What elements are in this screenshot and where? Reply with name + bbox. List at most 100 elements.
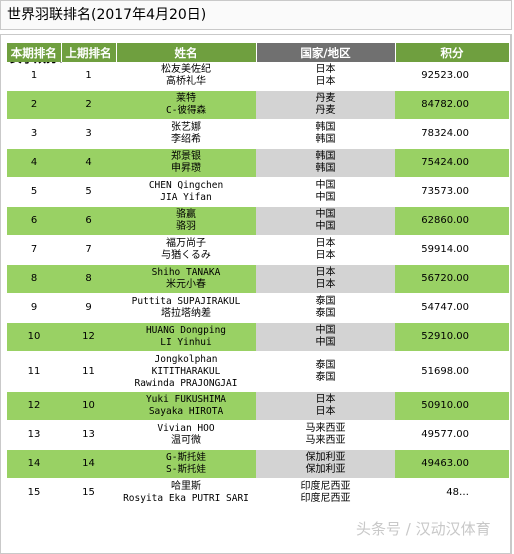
rank-previous-cell: 15 (61, 478, 116, 508)
country-name: 泰国 (315, 296, 336, 307)
player-names-cell: 哈里斯 Rosyita Eka PUTRI SARI (116, 478, 256, 508)
player-names-cell: Shiho TANAKA 米元小春 (116, 264, 256, 294)
table-row: 14 14 G-斯托娃 S-斯托娃 保加利亚 保加利亚 49463.00 (7, 449, 509, 479)
points-cell: 78324.00 (395, 119, 509, 149)
page-title: 世界羽联排名(2017年4月20日) (7, 6, 206, 24)
country-name: 日本 (315, 267, 336, 278)
country-cell: 日本 日本 (256, 264, 395, 294)
country-cell: 保加利亚 保加利亚 (256, 449, 395, 479)
points-cell: 62860.00 (395, 206, 509, 236)
rank-current-cell: 9 (7, 293, 61, 323)
country-name: 日本 (315, 250, 336, 261)
column-header-previous-rank: 上期排名 (61, 43, 117, 62)
table-row: 5 5 CHEN Qingchen JIA Yifan 中国 中国 73573.00 (7, 177, 509, 207)
rank-previous-cell: 4 (61, 148, 116, 178)
player-name: KITITHARAKUL (151, 365, 221, 377)
country-name: 中国 (315, 209, 336, 220)
country-cell: 中国 中国 (256, 177, 395, 207)
rank-current-cell: 8 (7, 264, 61, 294)
country-name: 马来西亚 (305, 435, 346, 446)
points-cell: 75424.00 (395, 148, 509, 178)
player-names-cell: CHEN Qingchen JIA Yifan (116, 177, 256, 207)
watermark: 头条号 / 汉动汉体育 (356, 520, 491, 538)
country-name: 日本 (315, 76, 336, 87)
player-names-cell: 松友美佐纪 高桥礼华 (116, 62, 256, 91)
country-name: 韩国 (315, 163, 336, 174)
country-cell: 丹麦 丹麦 (256, 90, 395, 120)
column-header-current-rank: 本期排名 (7, 43, 62, 62)
player-name: 哈里斯 (171, 481, 201, 492)
country-name: 日本 (315, 238, 336, 249)
country-cell: 中国 中国 (256, 322, 395, 352)
player-name: CHEN Qingchen (148, 180, 224, 191)
table-row: 15 15 哈里斯 Rosyita Eka PUTRI SARI 印度尼西亚 印度尼西亚 4… (7, 478, 509, 508)
rank-current-cell: 6 (7, 206, 61, 236)
points-cell: 92523.00 (395, 62, 509, 91)
country-name: 韩国 (315, 134, 336, 145)
player-names-cell: HUANG Dongping LI Yinhui (116, 322, 256, 352)
country-name: 中国 (315, 192, 336, 203)
country-cell: 韩国 韩国 (256, 119, 395, 149)
table-row: 10 12 HUANG Dongping LI Yinhui 中国 中国 52910.00 (7, 322, 509, 352)
rank-previous-cell: 2 (61, 90, 116, 120)
rank-current-cell: 1 (7, 62, 61, 91)
player-names-cell: Yuki FUKUSHIMA Sayaka HIROTA (116, 391, 256, 421)
player-names-cell: 张艺娜 李绍希 (116, 119, 256, 149)
points-cell: 52910.00 (395, 322, 509, 352)
rank-previous-cell: 8 (61, 264, 116, 294)
country-name: 泰国 (315, 359, 336, 371)
player-name: 莱特 (176, 93, 196, 104)
country-name: 马来西亚 (305, 423, 346, 434)
table-row: 11 11 Jongkolphan KITITHARAKUL Rawinda PRAJO… (7, 351, 509, 392)
country-cell: 印度尼西亚 印度尼西亚 (256, 478, 395, 508)
points-cell: 73573.00 (395, 177, 509, 207)
player-name: G-斯托娃 (166, 452, 206, 463)
rank-current-cell: 13 (7, 420, 61, 450)
table-row: 2 2 莱特 C-彼得森 丹麦 丹麦 84782.00 (7, 90, 509, 120)
column-header-name: 姓名 (116, 43, 257, 62)
ranking-table: 本期排名 上期排名 姓名 国家/地区 积分 1 1 松友美佐纪 高桥礼华 日本 日本 925… (7, 43, 510, 508)
rank-current-cell: 5 (7, 177, 61, 207)
country-name: 韩国 (315, 122, 336, 133)
player-name: Rawinda PRAJONGJAI (134, 377, 238, 389)
country-name: 日本 (315, 394, 336, 405)
player-name: JIA Yifan (160, 192, 212, 203)
column-header-country: 国家/地区 (256, 43, 396, 62)
player-name: LI Yinhui (160, 337, 212, 348)
points-cell: 84782.00 (395, 90, 509, 120)
table-body: 1 1 松友美佐纪 高桥礼华 日本 日本 92523.00 2 2 莱特 C-彼得森 丹麦 丹麦 8478… (7, 62, 509, 508)
rank-previous-cell: 6 (61, 206, 116, 236)
country-cell: 日本 日本 (256, 391, 395, 421)
points-cell: 59914.00 (395, 235, 509, 265)
country-name: 日本 (315, 406, 336, 417)
player-name: 申昇瓒 (171, 163, 201, 174)
country-name: 中国 (315, 180, 336, 191)
player-name: Puttita SUPAJIRAKUL (131, 296, 241, 307)
rank-previous-cell: 7 (61, 235, 116, 265)
rank-previous-cell: 13 (61, 420, 116, 450)
table-row: 13 13 Vivian HOO 温可微 马来西亚 马来西亚 49577.00 (7, 420, 509, 450)
player-name: 郑景银 (171, 151, 201, 162)
player-name: Yuki FUKUSHIMA (145, 394, 227, 405)
country-name: 保加利亚 (305, 452, 346, 463)
table-row: 3 3 张艺娜 李绍希 韩国 韩国 78324.00 (7, 119, 509, 149)
table-row: 8 8 Shiho TANAKA 米元小春 日本 日本 56720.00 (7, 264, 509, 294)
player-name: 米元小春 (166, 279, 206, 290)
country-name: 中国 (315, 221, 336, 232)
player-name: 骆羽 (176, 221, 196, 232)
rank-previous-cell: 10 (61, 391, 116, 421)
player-name: 与猶くるみ (161, 250, 211, 261)
country-cell: 马来西亚 马来西亚 (256, 420, 395, 450)
country-name: 印度尼西亚 (300, 493, 351, 504)
country-name: 丹麦 (315, 105, 336, 116)
points-cell: 49577.00 (395, 420, 509, 450)
country-name: 保加利亚 (305, 464, 346, 475)
table-row: 4 4 郑景银 申昇瓒 韩国 韩国 75424.00 (7, 148, 509, 178)
player-names-cell: 福万尚子 与猶くるみ (116, 235, 256, 265)
rank-current-cell: 12 (7, 391, 61, 421)
player-name: 高桥礼华 (166, 76, 206, 87)
points-cell: 56720.00 (395, 264, 509, 294)
player-name: 温可微 (171, 435, 201, 446)
country-name: 中国 (315, 337, 336, 348)
player-names-cell: 郑景银 申昇瓒 (116, 148, 256, 178)
